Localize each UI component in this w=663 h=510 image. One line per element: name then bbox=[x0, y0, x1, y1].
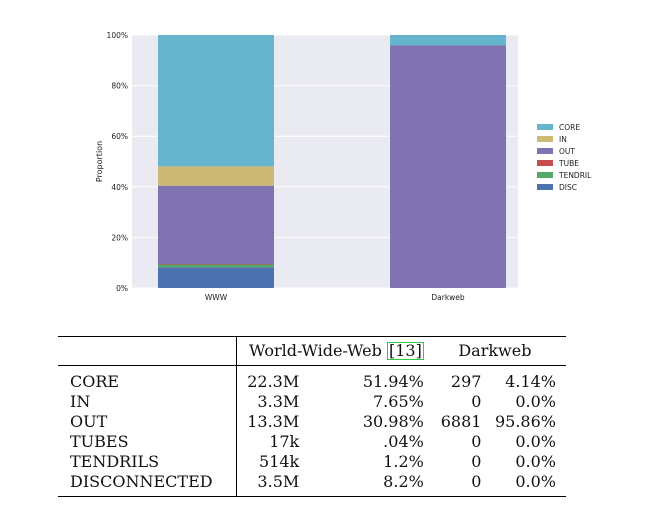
legend-swatch-tendril bbox=[537, 172, 553, 178]
y-tick-label: 40% bbox=[111, 183, 128, 192]
x-tick-label: Darkweb bbox=[431, 293, 465, 302]
bar-segment-disc bbox=[157, 267, 274, 288]
darkweb-percent: 0.0% bbox=[515, 452, 556, 471]
www-percent: 7.65% bbox=[373, 392, 424, 411]
legend-label-core: CORE bbox=[559, 123, 580, 132]
www-percent: .04% bbox=[383, 432, 424, 451]
x-tick-label: WWW bbox=[205, 293, 228, 302]
legend-label-tube: TUBE bbox=[558, 159, 579, 168]
darkweb-count: 297 bbox=[450, 372, 482, 391]
table-body: CORE 22.3M 51.94% 297 4.14% IN 3.3M 7.65% 0 0.0% O… bbox=[58, 365, 566, 497]
www-count: 3.5M bbox=[235, 472, 300, 497]
x-axis-ticks: WWW Darkweb bbox=[205, 293, 465, 302]
citation-number: 13 bbox=[395, 341, 416, 360]
header-www-label: World-Wide-Web bbox=[248, 341, 387, 360]
y-tick-label: 100% bbox=[107, 31, 128, 40]
row-label: DISCONNECTED bbox=[70, 472, 213, 491]
bar-segment-out bbox=[157, 185, 274, 265]
y-tick-label: 0% bbox=[116, 284, 128, 293]
darkweb-percent: 0.0% bbox=[515, 392, 556, 411]
www-count: 17k bbox=[235, 432, 300, 452]
legend-label-out: OUT bbox=[559, 147, 575, 156]
bars bbox=[157, 34, 507, 289]
table-row: IN 3.3M 7.65% 0 0.0% bbox=[58, 392, 566, 412]
stacked-bar-chart: 0% 20% 40% 60% 80% 100% WWW Darkweb Proportion… bbox=[95, 31, 592, 302]
darkweb-count: 0 bbox=[471, 472, 482, 491]
table-row: OUT 13.3M 30.98% 6881 95.86% bbox=[58, 412, 566, 432]
bar-segment-core bbox=[157, 34, 274, 167]
legend: CORE IN OUT TUBE TENDRIL DISC bbox=[537, 123, 592, 192]
darkweb-count: 6881 bbox=[440, 412, 482, 431]
www-percent: 1.2% bbox=[383, 452, 424, 471]
y-tick-label: 60% bbox=[111, 132, 128, 141]
row-label: TUBES bbox=[70, 432, 129, 451]
www-count: 13.3M bbox=[235, 412, 300, 432]
www-count: 22.3M bbox=[235, 365, 300, 392]
y-tick-label: 20% bbox=[111, 233, 128, 242]
darkweb-count: 0 bbox=[471, 452, 482, 471]
bar-segment-tube bbox=[157, 264, 274, 265]
bar-segment-core bbox=[390, 35, 507, 46]
table-row: CORE 22.3M 51.94% 297 4.14% bbox=[58, 365, 566, 392]
header-empty bbox=[58, 337, 236, 366]
www-count: 3.3M bbox=[235, 392, 300, 412]
legend-label-in: IN bbox=[559, 135, 567, 144]
legend-swatch-core bbox=[537, 124, 553, 130]
darkweb-percent: 4.14% bbox=[505, 372, 556, 391]
www-percent: 30.98% bbox=[362, 412, 424, 431]
legend-swatch-tube bbox=[537, 160, 553, 166]
darkweb-percent: 95.86% bbox=[494, 412, 556, 431]
y-axis-label: Proportion bbox=[95, 141, 104, 182]
bar-segment-in bbox=[157, 166, 274, 186]
table-row: DISCONNECTED 3.5M 8.2% 0 0.0% bbox=[58, 472, 566, 497]
row-label: CORE bbox=[70, 372, 120, 391]
legend-label-tendril: TENDRIL bbox=[558, 171, 592, 180]
row-label: IN bbox=[70, 392, 91, 411]
darkweb-count: 0 bbox=[471, 392, 482, 411]
legend-swatch-in bbox=[537, 136, 553, 142]
y-axis-ticks: 0% 20% 40% 60% 80% 100% bbox=[107, 31, 128, 293]
row-label: TENDRILS bbox=[70, 452, 160, 471]
darkweb-percent: 0.0% bbox=[515, 472, 556, 491]
www-percent: 51.94% bbox=[362, 372, 424, 391]
header-www: World-Wide-Web [13] bbox=[235, 336, 424, 366]
bar-segment-tendril bbox=[157, 264, 274, 268]
legend-swatch-out bbox=[537, 148, 553, 154]
y-tick-label: 80% bbox=[111, 82, 128, 91]
citation-link[interactable]: [13] bbox=[386, 341, 424, 360]
www-percent: 8.2% bbox=[383, 472, 424, 491]
www-count: 514k bbox=[235, 452, 300, 472]
row-label: OUT bbox=[70, 412, 108, 431]
legend-swatch-disc bbox=[537, 184, 553, 190]
table-row: TUBES 17k .04% 0 0.0% bbox=[58, 432, 566, 452]
bow-tie-stats-table: World-Wide-Web [13] Darkweb CORE 22.3M 51.… bbox=[58, 336, 566, 497]
header-darkweb: Darkweb bbox=[458, 341, 532, 360]
darkweb-count: 0 bbox=[471, 432, 482, 451]
legend-label-disc: DISC bbox=[559, 183, 577, 192]
bar-segment-out bbox=[390, 45, 507, 289]
darkweb-percent: 0.0% bbox=[515, 432, 556, 451]
table-header-row: World-Wide-Web [13] Darkweb bbox=[58, 336, 566, 366]
table-row: TENDRILS 514k 1.2% 0 0.0% bbox=[58, 452, 566, 472]
